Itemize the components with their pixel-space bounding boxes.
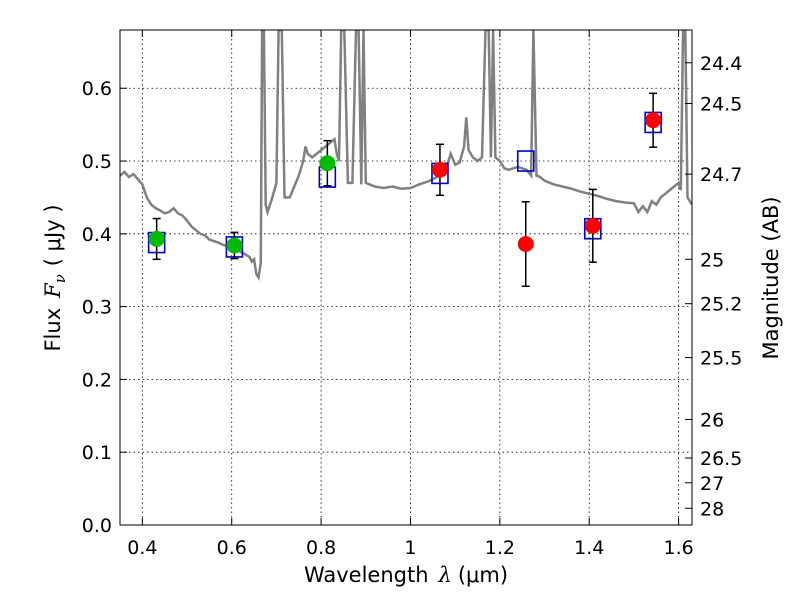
red-point	[518, 237, 533, 252]
mag-tick-label: 25.2	[700, 294, 742, 316]
red-point	[646, 113, 661, 128]
x-tick-label: 1.6	[663, 537, 693, 559]
y-tick-label: 0.4	[82, 224, 112, 246]
red-point	[585, 218, 600, 233]
green-point	[149, 231, 164, 246]
y-tick-label: 0.0	[82, 515, 112, 537]
mag-tick-label: 25	[700, 249, 724, 271]
y-tick-label: 0.3	[82, 297, 112, 319]
y-tick-label: 0.2	[82, 369, 112, 391]
mag-tick-label: 24.4	[700, 53, 742, 75]
y-tick-label: 0.6	[82, 78, 112, 100]
y-axis-label-unit: ( μJy )	[41, 204, 65, 266]
x-tick-label: 0.6	[217, 537, 247, 559]
green-point	[320, 156, 335, 171]
x-tick-label: 1.4	[574, 537, 604, 559]
y2-axis-label: Magnitude (AB)	[759, 196, 783, 359]
x-tick-label: 1.2	[485, 537, 515, 559]
mag-tick-label: 28	[700, 498, 724, 520]
mag-tick-label: 26	[700, 409, 724, 431]
x-tick-label: 1	[404, 537, 416, 559]
mag-tick-label: 25.5	[700, 348, 742, 370]
x-axis-label-prefix: Wavelength	[304, 563, 429, 587]
mag-tick-label: 27	[700, 473, 724, 495]
x-axis-label-unit: (μm)	[458, 563, 508, 587]
sed-chart: 0.4 0.6 0.8 1 1.2 1.4 1.6 0.0 0.1 0.2 0.3 0.4 0.5 0.6…	[0, 0, 800, 600]
x-tick-label: 0.8	[306, 537, 336, 559]
green-point	[227, 238, 242, 253]
x-axis-label: Wavelength λ (μm)	[304, 563, 508, 587]
y-axis-label-symbol: F	[41, 282, 65, 299]
y-tick-label: 0.5	[82, 151, 112, 173]
x-axis-label-symbol: λ	[438, 563, 452, 587]
y-axis-label-subscript: ν	[51, 274, 69, 283]
y-axis-label-prefix: Flux	[41, 308, 65, 352]
x-tick-label: 0.4	[127, 537, 157, 559]
mag-tick-label: 24.7	[700, 164, 742, 186]
mag-tick-label: 26.5	[700, 448, 742, 470]
y-tick-label: 0.1	[82, 442, 112, 464]
mag-tick-label: 24.5	[700, 94, 742, 116]
red-point	[432, 162, 447, 177]
